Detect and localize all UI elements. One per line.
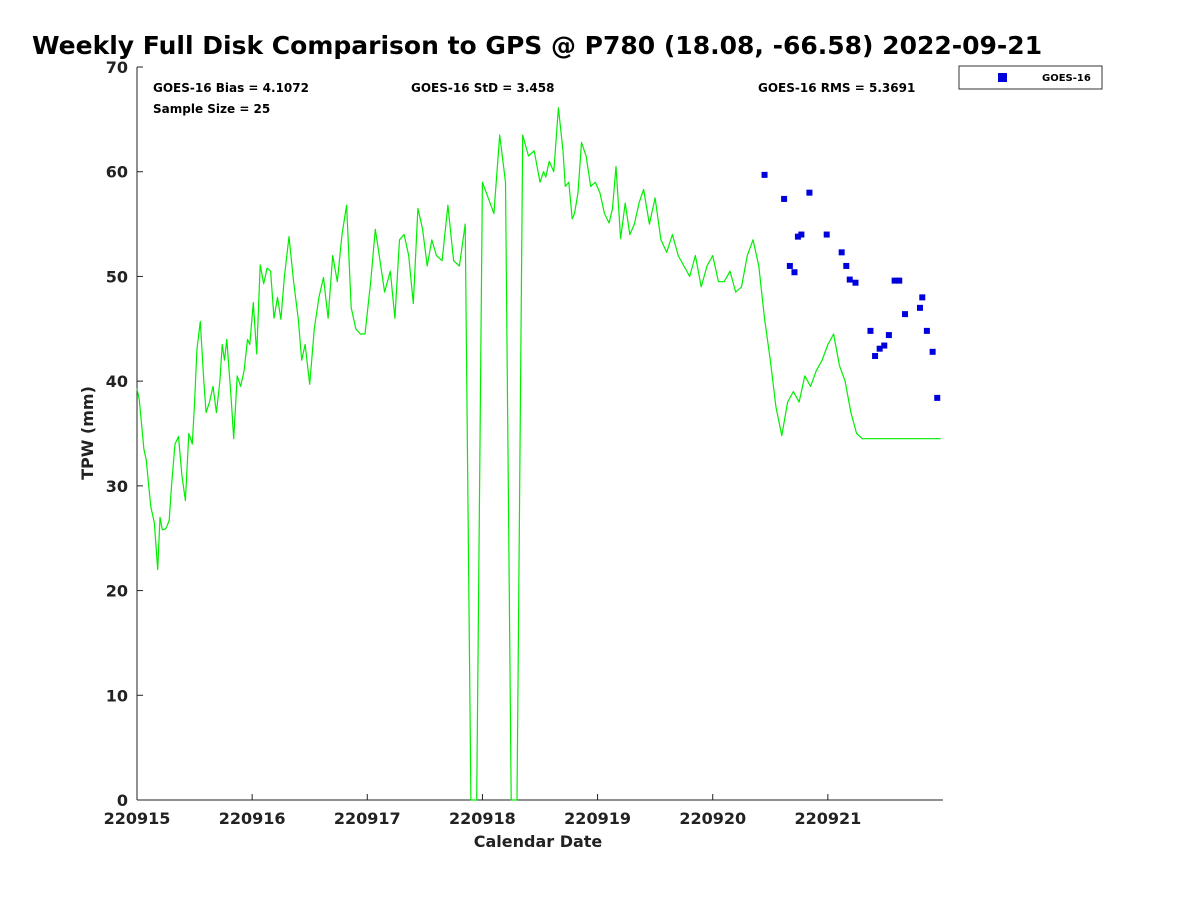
- y-tick-label: 10: [106, 686, 128, 705]
- goes-16-point: [791, 269, 798, 276]
- x-tick-label: 220916: [219, 809, 286, 828]
- y-tick-label: 20: [106, 582, 128, 601]
- goes-16-point: [885, 332, 892, 339]
- goes-16-point: [761, 171, 768, 178]
- legend-marker: [998, 73, 1007, 82]
- goes-16-point: [867, 327, 874, 334]
- goes-16-point: [843, 262, 850, 269]
- stat-std: GOES-16 StD = 3.458: [411, 81, 554, 95]
- goes-16-point: [902, 311, 909, 318]
- x-tick-label: 220919: [564, 809, 631, 828]
- legend-box: [958, 65, 1103, 90]
- plot-frame: [137, 67, 943, 800]
- x-tick-label: 220917: [334, 809, 401, 828]
- x-tick-label: 220920: [679, 809, 746, 828]
- goes-16-point: [934, 394, 941, 401]
- gps-tpw-line: [136, 107, 941, 801]
- x-ticks: 220915 220916 220917 220918 220919 220920 2209…: [104, 794, 861, 828]
- stat-sample-size: Sample Size = 25: [153, 102, 270, 116]
- legend: GOES-16: [958, 65, 1103, 90]
- goes-16-point: [846, 276, 853, 283]
- goes-16-point: [798, 231, 805, 238]
- goes-16-point: [881, 342, 888, 349]
- x-tick-label: 220921: [794, 809, 861, 828]
- y-axis-label: TPW (mm): [78, 386, 97, 480]
- plot-area: [136, 67, 943, 801]
- goes-16-point: [923, 327, 930, 334]
- y-tick-label: 70: [106, 58, 128, 77]
- y-ticks: 0 10 20 30 40 50 60 70: [106, 58, 143, 810]
- legend-label: GOES-16: [1042, 73, 1091, 84]
- goes-16-point: [823, 231, 830, 238]
- chart-title: Weekly Full Disk Comparison to GPS @ P78…: [32, 31, 1042, 60]
- x-axis-label: Calendar Date: [474, 832, 603, 851]
- series-layer: [136, 107, 941, 801]
- x-tick-label: 220918: [449, 809, 516, 828]
- x-tick-label: 220915: [104, 809, 171, 828]
- stats-annotations: GOES-16 Bias = 4.1072 Sample Size = 25 G…: [153, 81, 915, 116]
- goes-16-point: [781, 195, 788, 202]
- goes-16-point: [838, 249, 845, 256]
- goes-16-point: [876, 345, 883, 352]
- y-tick-label: 0: [117, 791, 128, 810]
- goes-16-point: [929, 348, 936, 355]
- goes-16-point: [786, 262, 793, 269]
- goes-16-point: [852, 279, 859, 286]
- goes-16-point: [891, 277, 898, 284]
- y-tick-label: 30: [106, 477, 128, 496]
- goes-16-point: [896, 277, 903, 284]
- y-tick-label: 50: [106, 267, 128, 286]
- goes-16-point: [919, 294, 926, 301]
- stat-bias: GOES-16 Bias = 4.1072: [153, 81, 309, 95]
- stat-rms: GOES-16 RMS = 5.3691: [758, 81, 915, 95]
- y-tick-label: 40: [106, 372, 128, 391]
- goes-16-point: [794, 233, 801, 240]
- goes-16-point: [916, 304, 923, 311]
- goes-16-point: [872, 353, 879, 360]
- goes-16-point: [806, 189, 813, 196]
- y-tick-label: 60: [106, 163, 128, 182]
